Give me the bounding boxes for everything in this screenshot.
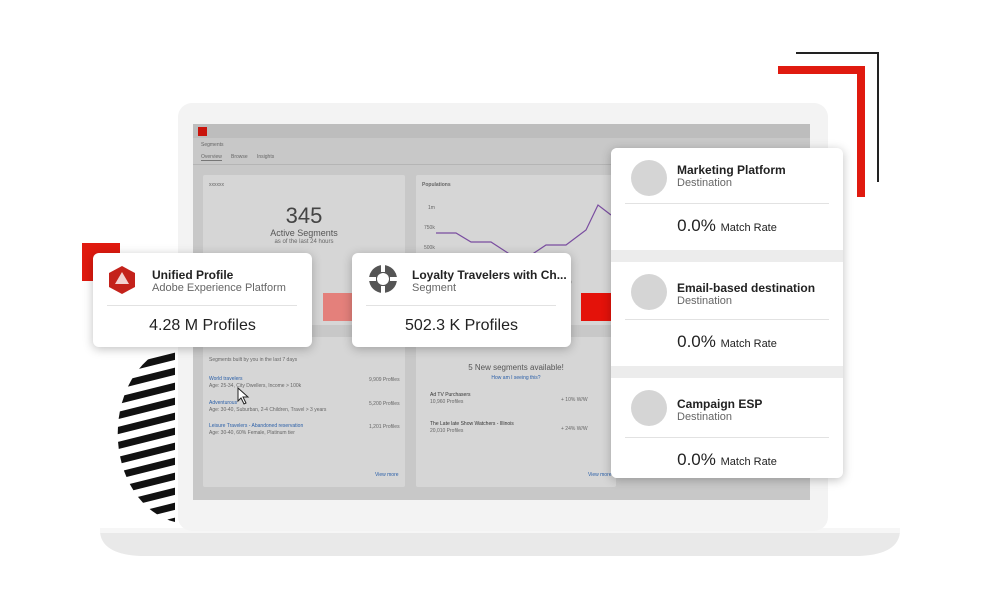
- destination[interactable]: Marketing Platform Destination 0.0% Matc…: [611, 148, 843, 250]
- laptop-base: [100, 530, 900, 556]
- card-metric: 502.3 K Profiles: [405, 317, 518, 334]
- destination-type: Destination: [677, 177, 733, 189]
- divider: [193, 164, 810, 165]
- segment-name[interactable]: Adventurous: [209, 400, 238, 406]
- count: 345: [285, 203, 323, 228]
- match-rate: 0.0% Match Rate: [611, 450, 843, 470]
- divider: [625, 437, 829, 438]
- segment-change: + 10% W/W: [561, 397, 588, 403]
- destination[interactable]: Campaign ESP Destination 0.0% Match Rate: [611, 378, 843, 478]
- tab[interactable]: Overview: [201, 154, 222, 161]
- match-rate: 0.0% Match Rate: [611, 216, 843, 236]
- count-label: Active Segments: [270, 228, 338, 238]
- segment-detail: Age: 25-34, City Dwellers, Income > 100k: [209, 383, 302, 389]
- segment-detail: Age: 30-40, 60% Female, Platinum tier: [209, 430, 295, 436]
- destination-name: Campaign ESP: [677, 397, 763, 411]
- destination-icon: [631, 160, 667, 196]
- bracket-black: [796, 52, 879, 182]
- segment-name: Ad TV Purchasers: [430, 392, 471, 398]
- divider: [625, 319, 829, 320]
- bracket-red: [778, 66, 865, 197]
- top-bar: [193, 124, 810, 138]
- segment-profiles: 1,201 Profiles: [369, 424, 400, 430]
- recent-card: Segments built by you in the last 7 days…: [203, 337, 405, 487]
- headline: 5 New segments available!: [468, 363, 564, 372]
- rate: 0.0%: [677, 332, 716, 351]
- card-title: Loyalty Travelers with Ch...: [412, 268, 567, 282]
- destination-icon: [631, 390, 667, 426]
- cursor: [237, 387, 250, 405]
- segment-profiles: 9,909 Profiles: [369, 377, 400, 383]
- segment-name[interactable]: World travelers: [209, 376, 243, 382]
- card-subtitle: Adobe Experience Platform: [152, 282, 286, 294]
- unified-profile-card: Unified Profile Adobe Experience Platfor…: [93, 253, 312, 347]
- y-label: 1m: [428, 205, 435, 211]
- segment-profiles: 20,010 Profiles: [430, 428, 464, 434]
- destinations-panel: Marketing Platform Destination 0.0% Matc…: [611, 148, 843, 478]
- segment-icon: [368, 264, 398, 294]
- view-more[interactable]: View more: [588, 472, 612, 478]
- rate-label: Match Rate: [720, 456, 777, 468]
- card-title: xxxxxx: [209, 182, 224, 188]
- stripes: [117, 345, 175, 522]
- app-logo: [198, 127, 207, 136]
- destination[interactable]: Email-based destination Destination 0.0%…: [611, 262, 843, 366]
- segment-name[interactable]: Leisure Travelers - Abandoned reservatio…: [209, 423, 304, 429]
- match-rate: 0.0% Match Rate: [611, 332, 843, 352]
- caption: Segments built by you in the last 7 days: [209, 357, 298, 363]
- loyalty-card: Loyalty Travelers with Ch... Segment 502…: [352, 253, 571, 347]
- card-subtitle: Segment: [412, 282, 457, 294]
- rate-label: Match Rate: [720, 222, 777, 234]
- y-label: 750k: [424, 225, 435, 231]
- card-metric: 4.28 M Profiles: [149, 317, 256, 334]
- segment-change: + 24% W/W: [561, 426, 588, 432]
- card-title: Unified Profile: [152, 268, 234, 282]
- link[interactable]: How am I seeing this?: [491, 375, 541, 381]
- profile-icon: [109, 266, 135, 294]
- tab[interactable]: Insights: [257, 154, 275, 160]
- rate: 0.0%: [677, 450, 716, 469]
- destination-type: Destination: [677, 295, 733, 307]
- y-label: 500k: [424, 245, 435, 251]
- view-more[interactable]: View more: [375, 472, 399, 478]
- destination-name: Marketing Platform: [677, 163, 786, 177]
- count-note: as of the last 24 hours: [274, 239, 334, 245]
- segment-profiles: 10,960 Profiles: [430, 399, 464, 405]
- rate: 0.0%: [677, 216, 716, 235]
- divider: [107, 305, 297, 306]
- segment-profiles: 5,200 Profiles: [369, 401, 400, 407]
- destination-icon: [631, 274, 667, 310]
- divider: [366, 305, 556, 306]
- divider: [625, 203, 829, 204]
- tab[interactable]: Browse: [231, 154, 248, 160]
- bar-decor: [581, 293, 616, 321]
- rate-label: Match Rate: [720, 338, 777, 350]
- segment-name: The Late late Show Watchers - Illinois: [430, 421, 514, 427]
- destination-name: Email-based destination: [677, 281, 816, 295]
- card-title: Populations: [422, 182, 451, 188]
- segment-detail: Age: 30-40, Suburban, 2-4 Children, Trav…: [209, 407, 327, 413]
- destination-type: Destination: [677, 411, 733, 423]
- section-title: Segments: [201, 142, 224, 148]
- new-segments-card: 5 New segments available! How am I seein…: [416, 337, 616, 487]
